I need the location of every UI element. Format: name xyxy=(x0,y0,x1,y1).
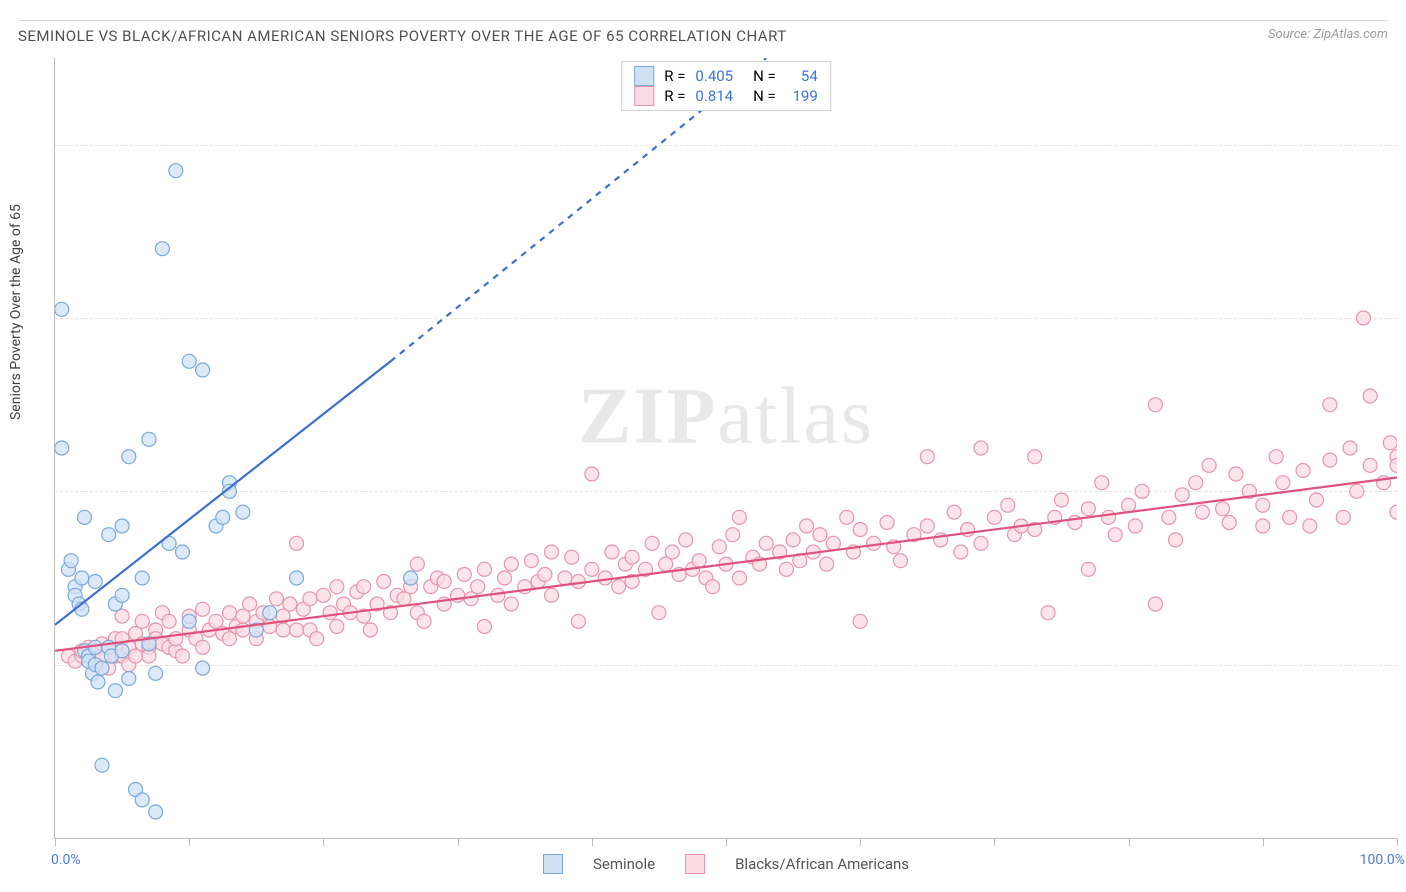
x-tick xyxy=(323,838,324,846)
x-tick xyxy=(592,838,593,846)
legend-row-black: R = 0.814 N = 199 xyxy=(634,86,818,106)
swatch-black xyxy=(634,86,654,106)
source-label: Source: ZipAtlas.com xyxy=(1268,27,1388,42)
trend-lines-svg xyxy=(55,58,1397,838)
y-axis-label: Seniors Poverty Over the Age of 65 xyxy=(8,204,24,420)
x-tick xyxy=(726,838,727,846)
swatch-black-bottom xyxy=(685,854,705,874)
x-tick xyxy=(1263,838,1264,846)
chart-title: SEMINOLE VS BLACK/AFRICAN AMERICAN SENIO… xyxy=(18,27,787,45)
seminole-n-value: 54 xyxy=(786,67,818,85)
x-tick xyxy=(1129,838,1130,846)
correlation-legend: R = 0.405 N = 54 R = 0.814 N = 199 xyxy=(621,61,831,111)
swatch-seminole xyxy=(634,66,654,86)
legend-row-seminole: R = 0.405 N = 54 xyxy=(634,66,818,86)
legend-black-label: Blacks/African Americans xyxy=(735,855,909,873)
x-tick xyxy=(994,838,995,846)
swatch-seminole-bottom xyxy=(543,854,563,874)
seminole-r-value: 0.405 xyxy=(695,67,733,85)
legend-n-label: N = xyxy=(753,87,776,105)
x-tick xyxy=(860,838,861,846)
series-legend: Seminole Blacks/African Americans xyxy=(55,854,1397,874)
legend-seminole-label: Seminole xyxy=(593,855,655,873)
plot-area: ZIPatlas 0.0% 100.0% R = 0.405 N = 54 R … xyxy=(54,58,1397,839)
header: SEMINOLE VS BLACK/AFRICAN AMERICAN SENIO… xyxy=(18,20,1388,57)
x-tick xyxy=(189,838,190,846)
legend-r-label: R = xyxy=(664,67,685,85)
black-r-value: 0.814 xyxy=(695,87,733,105)
x-tick xyxy=(458,838,459,846)
black-n-value: 199 xyxy=(786,87,818,105)
x-tick xyxy=(1397,838,1398,846)
legend-n-label: N = xyxy=(753,67,776,85)
chart-container: SEMINOLE VS BLACK/AFRICAN AMERICAN SENIO… xyxy=(0,0,1406,892)
x-tick xyxy=(55,838,56,846)
legend-r-label: R = xyxy=(664,87,685,105)
